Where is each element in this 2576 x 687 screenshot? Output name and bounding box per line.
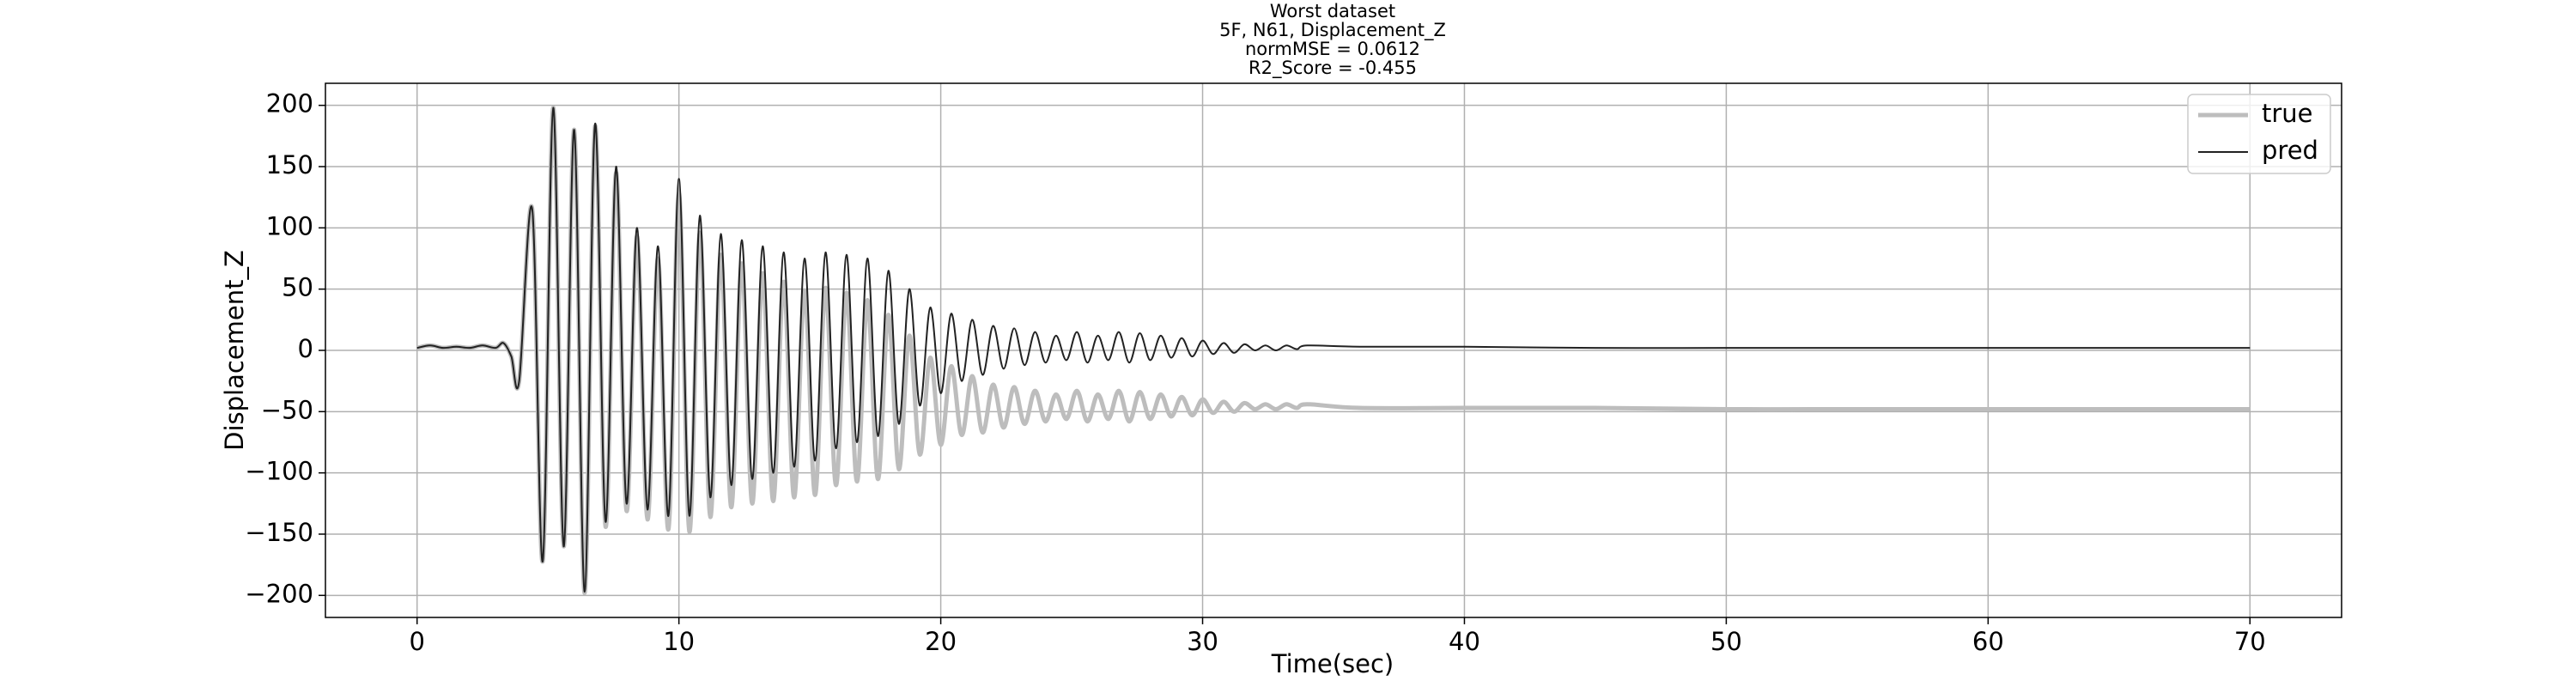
x-tick-label: 30 (1187, 627, 1218, 656)
y-tick-label: −150 (245, 518, 313, 547)
x-tick-label: 20 (925, 627, 957, 656)
chart-title: Worst dataset (1270, 1, 1395, 21)
y-tick-label: 200 (266, 89, 313, 119)
legend-label: true (2262, 99, 2313, 128)
y-tick-label: −50 (261, 395, 313, 424)
x-tick-label: 10 (663, 627, 695, 656)
y-tick-label: 100 (266, 211, 313, 240)
x-axis-label: Time(sec) (1271, 649, 1394, 678)
x-tick-label: 60 (1972, 627, 2004, 656)
y-tick-label: 150 (266, 150, 313, 179)
y-tick-label: −100 (245, 457, 313, 486)
x-tick-label: 0 (410, 627, 425, 656)
legend-label: pred (2262, 136, 2318, 165)
chart-title: 5F, N61, Displacement_Z (1219, 20, 1446, 41)
x-tick-label: 40 (1449, 627, 1480, 656)
x-tick-label: 50 (1710, 627, 1742, 656)
y-axis-label: Displacement_Z (220, 250, 249, 451)
chart-title: R2_Score = -0.455 (1249, 58, 1417, 79)
series-line (416, 106, 2251, 593)
y-tick-label: 50 (282, 273, 313, 302)
chart-title: normMSE = 0.0612 (1245, 39, 1420, 59)
x-tick-label: 70 (2234, 627, 2266, 656)
y-tick-label: −200 (245, 579, 313, 608)
plot-frame (325, 82, 2342, 618)
y-tick-label: 0 (298, 334, 313, 363)
